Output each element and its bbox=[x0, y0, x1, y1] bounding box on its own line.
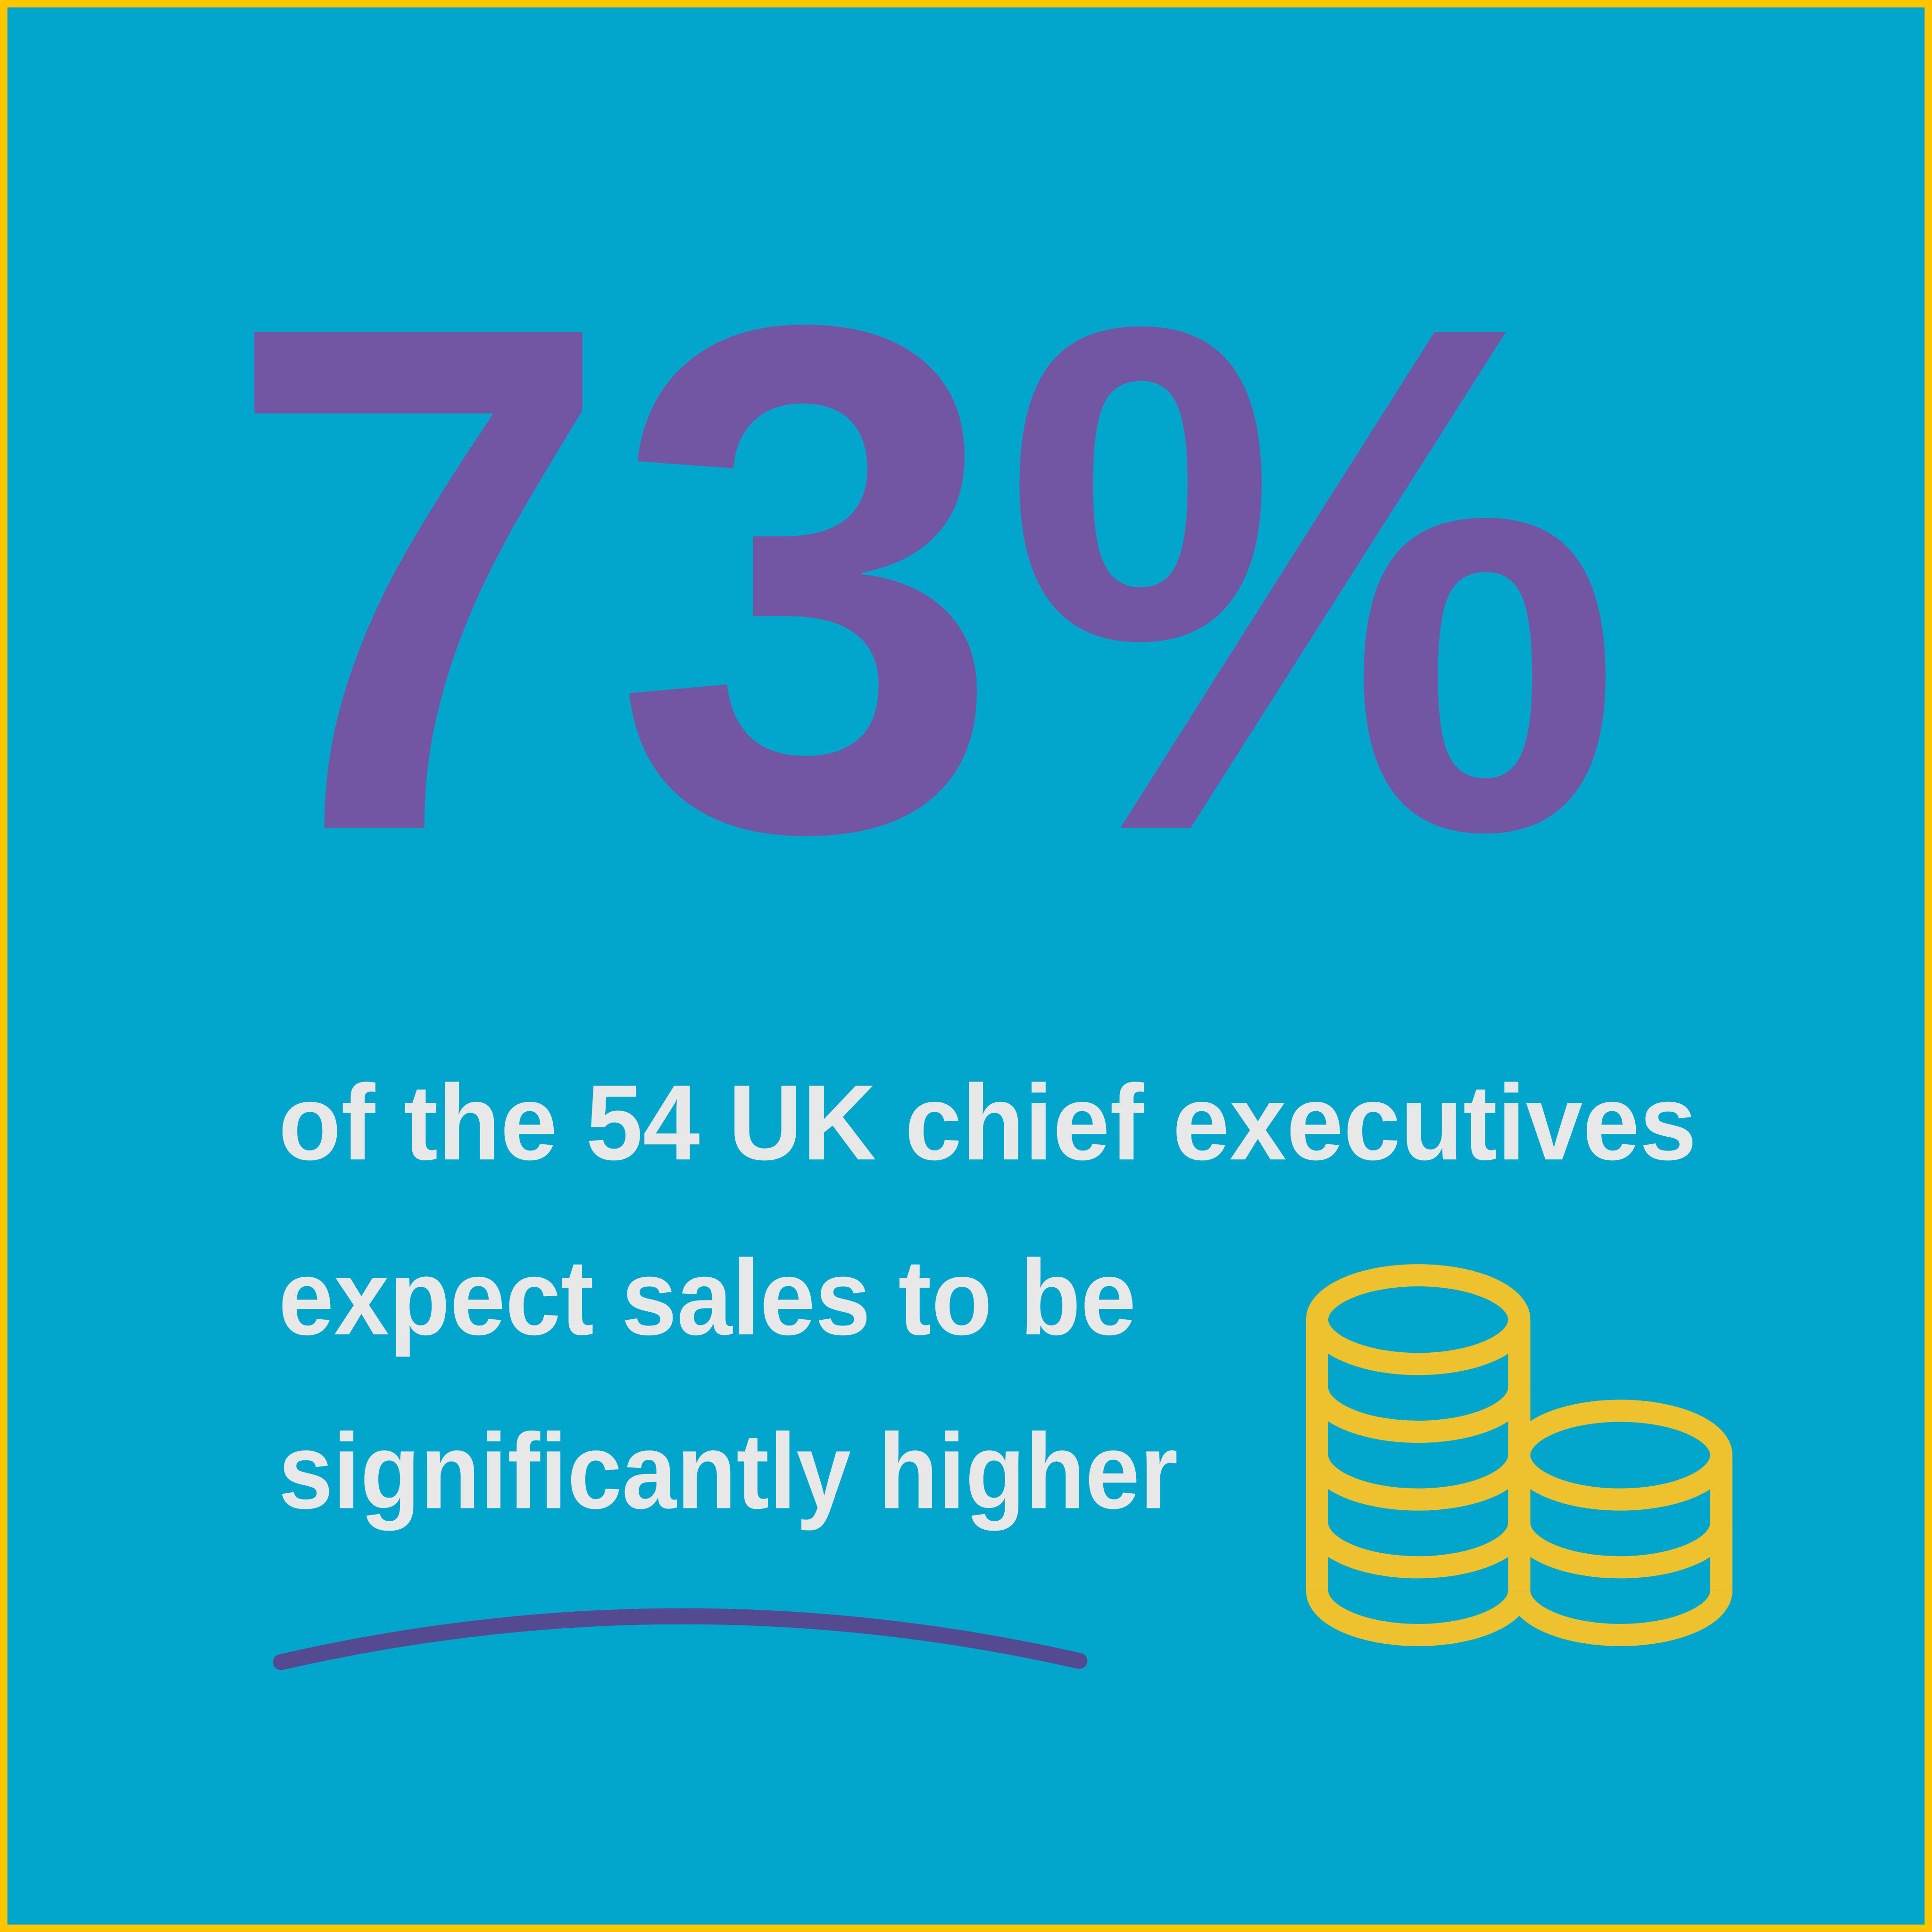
coin-stack-right bbox=[1508, 1399, 1732, 1646]
caption-line-3: significantly higher bbox=[278, 1411, 1178, 1531]
underline-swoosh bbox=[273, 1608, 1088, 1670]
caption-line-2: expect sales to be bbox=[278, 1238, 1136, 1357]
caption-line-1: of the 54 UK chief executives bbox=[278, 1063, 1697, 1183]
stat-value: 73% bbox=[224, 175, 1624, 981]
coins-stack-icon bbox=[1306, 1264, 1732, 1646]
